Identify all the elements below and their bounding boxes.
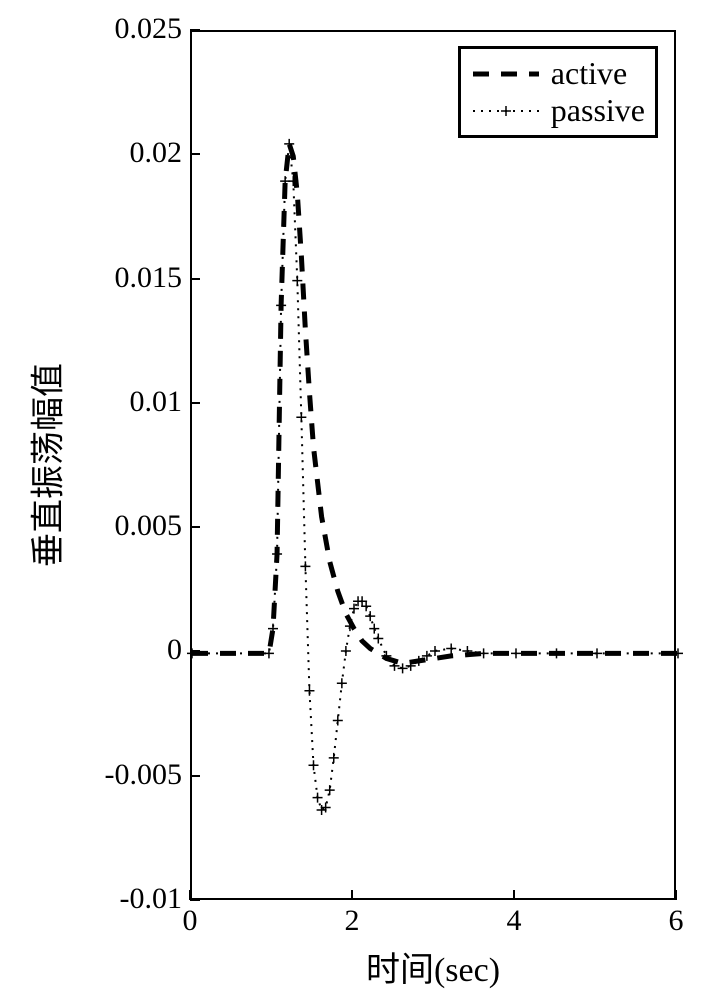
y-tick [190,899,200,901]
y-tick [190,650,200,652]
legend-swatch-passive [471,101,541,121]
y-tick-label: 0.015 [115,261,183,295]
x-axis-title: 时间(sec) [366,942,500,991]
y-tick [190,278,200,280]
y-axis-title: 垂直振荡幅值 [21,363,70,567]
y-tick [190,29,200,31]
x-tick-label: 2 [345,904,360,938]
series-layer [192,32,678,902]
x-tick-label: 0 [183,904,198,938]
plot-area [190,30,676,900]
x-tick [513,890,515,900]
series-active [192,144,678,664]
y-tick [190,153,200,155]
x-tick-label: 6 [669,904,684,938]
y-tick-label: -0.005 [105,758,183,792]
legend: activepassive [458,46,658,138]
y-tick-label: 0.01 [130,385,183,419]
legend-label-passive: passive [551,92,645,129]
y-tick [190,775,200,777]
legend-swatch-active [471,64,541,84]
y-tick-label: 0.025 [115,12,183,46]
x-tick [189,890,191,900]
y-tick-label: -0.01 [120,882,183,916]
y-tick-label: 0 [167,633,182,667]
legend-label-active: active [551,55,627,92]
y-tick [190,526,200,528]
legend-item-active: active [471,55,645,92]
y-tick-label: 0.02 [130,136,183,170]
series-passive [192,144,678,810]
x-tick-label: 4 [507,904,522,938]
y-tick-label: 0.005 [115,509,183,543]
x-tick [675,890,677,900]
series-passive-markers [187,139,683,815]
line-chart: 垂直振荡幅值 时间(sec) activepassive -0.01 -0.005… [0,0,706,1000]
x-tick [351,890,353,900]
legend-item-passive: passive [471,92,645,129]
y-tick [190,402,200,404]
